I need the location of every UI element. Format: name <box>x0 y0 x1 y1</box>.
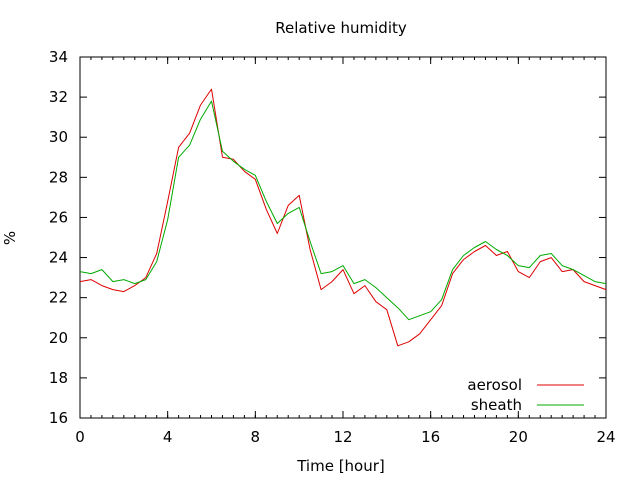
y-tick-label: 30 <box>49 128 68 146</box>
legend: aerosol sheath <box>467 376 584 414</box>
legend-label-aerosol: aerosol <box>467 376 522 394</box>
x-tick-label: 20 <box>509 428 528 446</box>
y-tick-label: 22 <box>49 289 68 307</box>
y-tick-label: 34 <box>49 48 68 66</box>
series-line-aerosol <box>79 88 607 347</box>
y-tick-label: 28 <box>49 168 68 186</box>
y-tick-label: 32 <box>49 88 68 106</box>
x-tick-label: 4 <box>163 428 173 446</box>
x-tick-label: 12 <box>333 428 352 446</box>
y-tick-label: 20 <box>49 329 68 347</box>
y-tick-label: 26 <box>49 208 68 226</box>
y-tick-label: 24 <box>49 249 68 267</box>
x-tick-label: 8 <box>251 428 261 446</box>
legend-label-sheath: sheath <box>471 396 522 414</box>
x-tick-label: 24 <box>596 428 615 446</box>
y-axis-label: % <box>1 231 19 245</box>
y-tick-label: 18 <box>49 369 68 387</box>
series-line-sheath <box>79 100 607 321</box>
y-tick-label: 16 <box>49 409 68 427</box>
x-tick-label: 0 <box>75 428 85 446</box>
x-tick-label: 16 <box>421 428 440 446</box>
x-axis-label: Time [hour] <box>296 457 385 475</box>
plot-frame <box>79 56 607 419</box>
chart-title: Relative humidity <box>275 19 407 37</box>
